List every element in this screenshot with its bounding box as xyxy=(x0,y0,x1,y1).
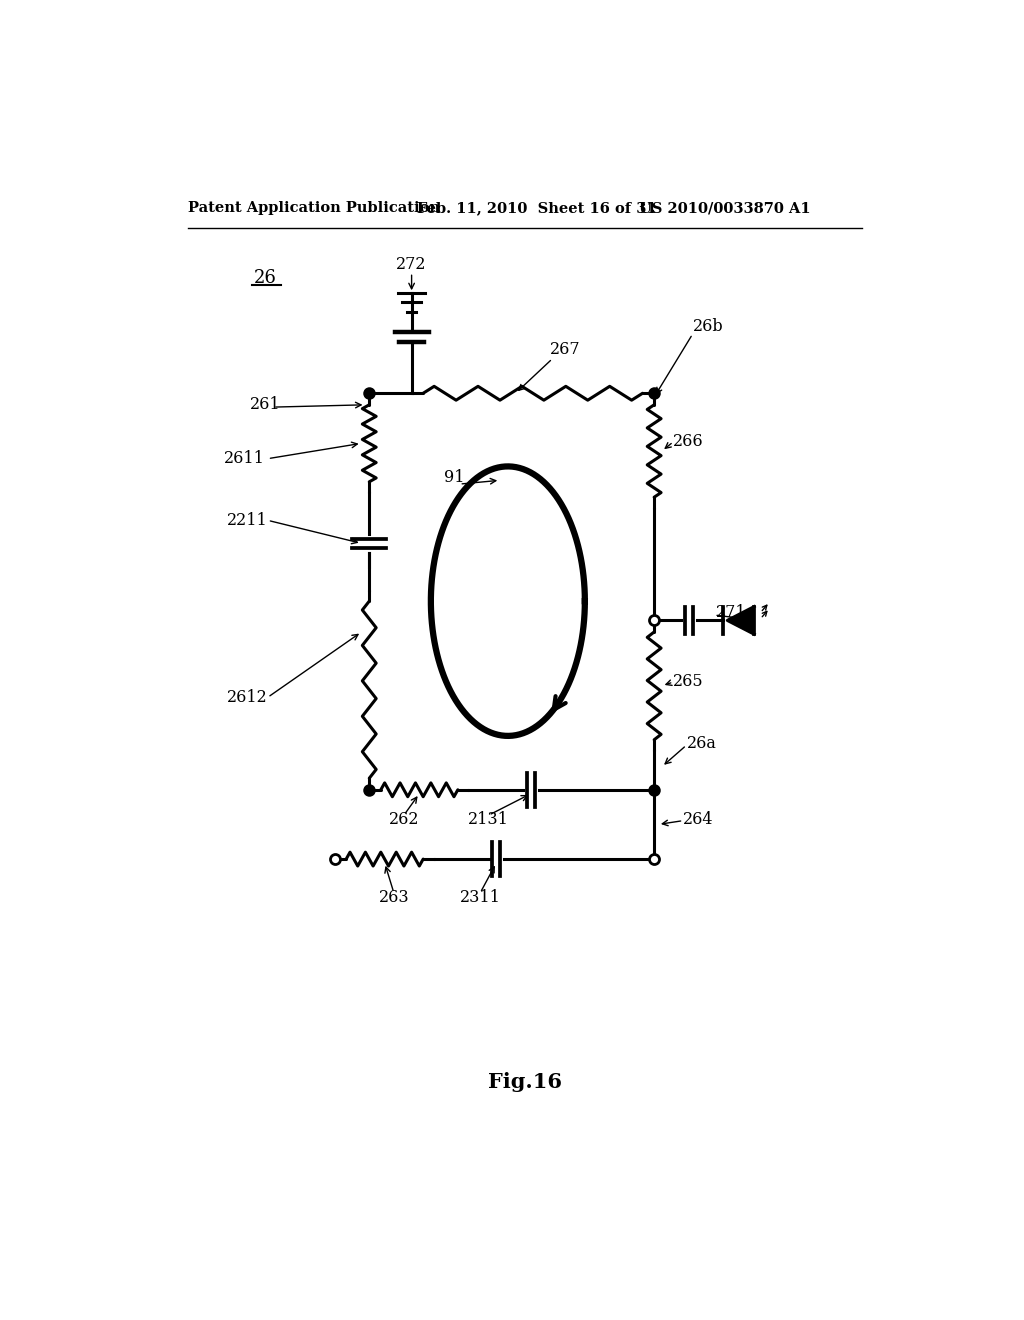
Text: 263: 263 xyxy=(379,890,410,906)
Text: 264: 264 xyxy=(683,810,714,828)
Text: 265: 265 xyxy=(674,673,705,690)
Text: 2311: 2311 xyxy=(460,890,501,906)
Text: 267: 267 xyxy=(550,341,581,358)
Text: 26a: 26a xyxy=(686,735,717,752)
Text: 26: 26 xyxy=(254,269,276,286)
Text: 2211: 2211 xyxy=(227,512,267,529)
Text: 261: 261 xyxy=(250,396,281,413)
Text: 2611: 2611 xyxy=(224,450,265,467)
Text: 26b: 26b xyxy=(692,318,723,335)
Text: US 2010/0033870 A1: US 2010/0033870 A1 xyxy=(639,202,810,215)
Text: 2131: 2131 xyxy=(468,810,509,828)
Text: 266: 266 xyxy=(674,433,705,450)
Text: 272: 272 xyxy=(396,256,427,273)
Text: 271: 271 xyxy=(716,605,746,622)
Text: 2612: 2612 xyxy=(227,689,267,706)
Text: Feb. 11, 2010  Sheet 16 of 31: Feb. 11, 2010 Sheet 16 of 31 xyxy=(417,202,656,215)
Polygon shape xyxy=(727,607,755,635)
Text: Fig.16: Fig.16 xyxy=(487,1072,562,1093)
Text: Patent Application Publication: Patent Application Publication xyxy=(188,202,440,215)
Text: 262: 262 xyxy=(389,810,419,828)
Text: 91: 91 xyxy=(443,470,464,487)
